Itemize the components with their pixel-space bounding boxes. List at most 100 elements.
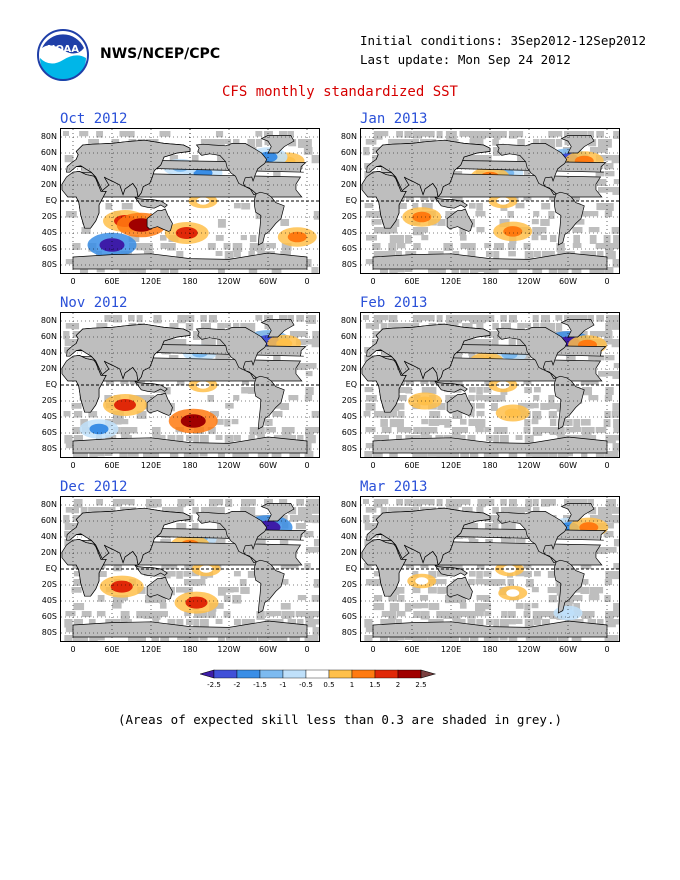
landmass xyxy=(134,564,168,577)
low-skill-cell xyxy=(469,139,479,148)
low-skill-cell xyxy=(143,451,152,457)
low-skill-cell xyxy=(207,611,216,618)
low-skill-cell xyxy=(241,619,250,625)
low-skill-cell xyxy=(460,427,468,433)
low-skill-cell xyxy=(500,499,507,506)
low-skill-cell xyxy=(469,339,479,345)
low-skill-cell xyxy=(484,155,492,164)
low-skill-cell xyxy=(437,219,446,226)
low-skill-cell xyxy=(412,499,423,507)
low-skill-cell xyxy=(588,227,600,233)
low-skill-cell xyxy=(215,235,224,241)
low-skill-cell xyxy=(461,323,473,330)
colorbar-segment xyxy=(305,669,330,679)
low-skill-cell xyxy=(596,203,608,211)
low-skill-cell xyxy=(605,371,613,377)
low-skill-cell xyxy=(161,563,171,570)
low-skill-cell xyxy=(311,411,319,418)
low-skill-cell xyxy=(119,499,129,505)
low-skill-cell xyxy=(248,635,258,641)
low-skill-cell xyxy=(97,595,105,602)
low-skill-cell xyxy=(215,355,226,362)
low-skill-cell xyxy=(255,315,263,321)
landmass xyxy=(495,511,568,564)
low-skill-cell xyxy=(613,179,619,185)
low-skill-cell xyxy=(405,195,415,201)
low-skill-cell xyxy=(388,611,397,620)
low-skill-cell xyxy=(159,131,171,137)
low-skill-cell xyxy=(215,419,224,425)
anomaly-patch xyxy=(185,596,208,609)
low-skill-cell xyxy=(507,507,519,514)
low-skill-cell xyxy=(223,243,231,250)
low-skill-cell xyxy=(493,619,500,628)
low-skill-cell xyxy=(364,387,374,393)
low-skill-cell xyxy=(588,211,599,217)
low-skill-cell xyxy=(183,635,194,641)
low-skill-cell xyxy=(311,635,319,641)
low-skill-cell xyxy=(508,267,518,273)
low-skill-cell xyxy=(611,227,619,234)
low-skill-cell xyxy=(596,587,604,594)
low-skill-cell xyxy=(176,251,184,260)
low-skill-cell xyxy=(208,339,216,348)
low-skill-cell xyxy=(177,499,186,508)
low-skill-cell xyxy=(127,315,135,322)
low-skill-cell xyxy=(297,507,307,516)
low-skill-cell xyxy=(613,539,619,547)
low-skill-cell xyxy=(311,595,319,602)
low-skill-cell xyxy=(120,379,129,385)
low-skill-cell xyxy=(151,451,159,457)
low-skill-cell xyxy=(215,539,226,546)
low-skill-cell xyxy=(563,131,573,138)
low-skill-cell xyxy=(580,563,592,570)
low-skill-cell xyxy=(508,339,516,348)
low-skill-cell xyxy=(281,427,292,435)
low-skill-cell xyxy=(412,587,421,594)
low-skill-cell xyxy=(185,323,194,331)
low-skill-cell xyxy=(531,219,539,225)
low-skill-cell xyxy=(128,427,138,434)
low-skill-cell xyxy=(313,539,319,547)
low-skill-cell xyxy=(372,243,381,250)
low-skill-cell xyxy=(216,523,224,531)
low-skill-cell xyxy=(427,267,439,273)
low-skill-cell xyxy=(405,251,417,257)
low-skill-cell xyxy=(380,251,390,259)
low-skill-cell xyxy=(611,435,619,441)
low-skill-cell xyxy=(104,507,116,513)
low-skill-cell xyxy=(453,315,462,324)
low-skill-cell xyxy=(363,563,372,570)
low-skill-cell xyxy=(493,251,500,260)
low-skill-cell xyxy=(493,427,505,434)
anomaly-patch xyxy=(506,589,520,597)
low-skill-cell xyxy=(412,635,422,641)
low-skill-cell xyxy=(120,427,130,436)
low-skill-cell xyxy=(232,595,242,604)
low-skill-cell xyxy=(459,315,471,321)
low-skill-cell xyxy=(176,619,184,628)
low-skill-cell xyxy=(381,227,391,234)
low-skill-cell xyxy=(612,403,619,411)
low-skill-cell xyxy=(557,635,569,641)
low-skill-cell xyxy=(279,315,288,321)
low-skill-cell xyxy=(184,611,192,617)
lon-tick-label: 180 xyxy=(182,645,198,654)
sst-map xyxy=(61,313,319,457)
low-skill-cell xyxy=(119,267,128,273)
low-skill-cell xyxy=(611,635,619,641)
low-skill-cell xyxy=(508,251,516,257)
low-skill-cell xyxy=(429,379,438,385)
low-skill-cell xyxy=(597,619,604,627)
low-skill-cell xyxy=(65,507,77,513)
lat-tick-label: 40S xyxy=(341,596,357,605)
low-skill-cell xyxy=(499,635,508,641)
lat-tick-label: 40N xyxy=(40,532,57,541)
low-skill-cell xyxy=(176,379,185,386)
low-skill-cell xyxy=(121,419,129,425)
low-skill-cell xyxy=(572,427,582,433)
anomaly-patch xyxy=(504,408,521,418)
lon-tick-label: 120E xyxy=(440,461,462,470)
low-skill-cell xyxy=(176,435,184,444)
low-skill-cell xyxy=(207,427,216,434)
